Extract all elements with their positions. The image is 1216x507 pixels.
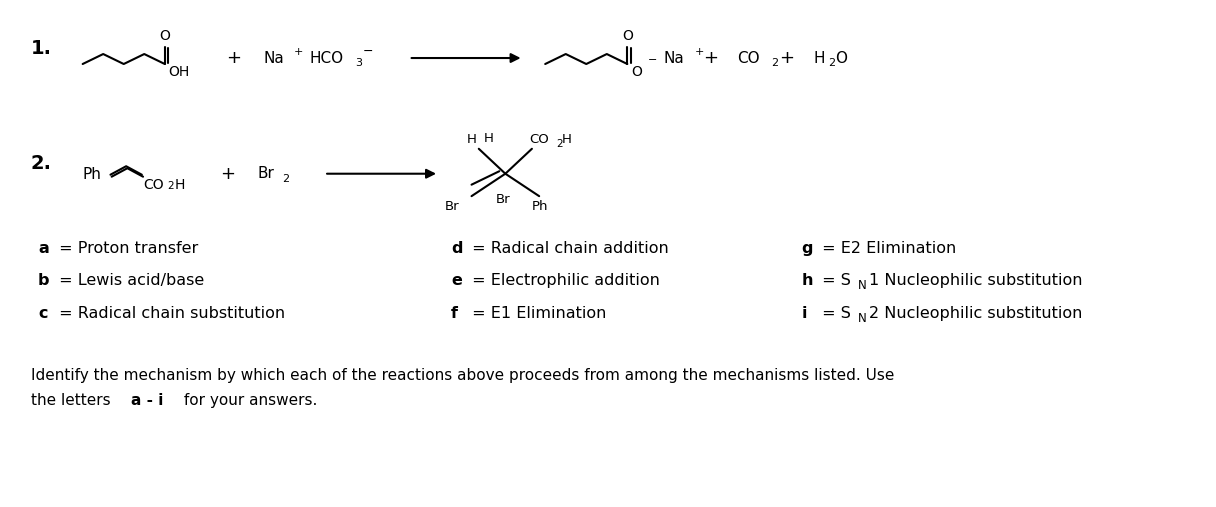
Text: 2: 2 bbox=[282, 174, 289, 184]
Text: = Radical chain substitution: = Radical chain substitution bbox=[54, 306, 285, 321]
Text: = Electrophilic addition: = Electrophilic addition bbox=[467, 273, 659, 288]
Text: 2: 2 bbox=[828, 58, 835, 68]
Text: Na: Na bbox=[264, 51, 285, 65]
Text: = E2 Elimination: = E2 Elimination bbox=[817, 241, 956, 256]
Text: a: a bbox=[38, 241, 49, 256]
Text: H: H bbox=[484, 132, 494, 146]
Text: N: N bbox=[858, 312, 867, 325]
Text: 2: 2 bbox=[556, 139, 563, 149]
Text: CO: CO bbox=[737, 51, 760, 65]
Text: = E1 Elimination: = E1 Elimination bbox=[467, 306, 606, 321]
Text: i: i bbox=[801, 306, 806, 321]
Text: O: O bbox=[159, 29, 170, 43]
Text: Na: Na bbox=[664, 51, 685, 65]
Text: 1 Nucleophilic substitution: 1 Nucleophilic substitution bbox=[869, 273, 1082, 288]
Text: = S: = S bbox=[817, 306, 851, 321]
Text: Ph: Ph bbox=[531, 200, 548, 212]
Text: 2 Nucleophilic substitution: 2 Nucleophilic substitution bbox=[869, 306, 1082, 321]
Text: 2: 2 bbox=[771, 58, 778, 68]
Text: = Radical chain addition: = Radical chain addition bbox=[467, 241, 669, 256]
Text: d: d bbox=[451, 241, 462, 256]
Text: HCO: HCO bbox=[310, 51, 344, 65]
Text: g: g bbox=[801, 241, 812, 256]
Text: Br: Br bbox=[258, 166, 275, 181]
Text: CO: CO bbox=[529, 133, 550, 147]
Text: Br: Br bbox=[496, 193, 511, 206]
Text: H: H bbox=[174, 177, 185, 192]
Text: 2.: 2. bbox=[30, 154, 52, 173]
Text: = Lewis acid/base: = Lewis acid/base bbox=[54, 273, 204, 288]
Text: 2: 2 bbox=[168, 180, 174, 191]
Text: +: + bbox=[696, 47, 704, 57]
Text: H: H bbox=[562, 133, 572, 147]
Text: e: e bbox=[451, 273, 462, 288]
Text: +: + bbox=[703, 49, 719, 67]
Text: Ph: Ph bbox=[83, 167, 102, 182]
Text: −: − bbox=[648, 55, 657, 65]
Text: +: + bbox=[220, 165, 235, 183]
Text: H: H bbox=[467, 133, 477, 147]
Text: Identify the mechanism by which each of the reactions above proceeds from among : Identify the mechanism by which each of … bbox=[30, 368, 894, 383]
Text: +: + bbox=[226, 49, 241, 67]
Text: = Proton transfer: = Proton transfer bbox=[54, 241, 198, 256]
Text: OH: OH bbox=[168, 65, 190, 79]
Text: O: O bbox=[631, 65, 642, 79]
Text: N: N bbox=[858, 279, 867, 293]
Text: CO: CO bbox=[143, 177, 164, 192]
Text: for your answers.: for your answers. bbox=[179, 393, 317, 408]
Text: b: b bbox=[38, 273, 50, 288]
Text: 1.: 1. bbox=[30, 39, 52, 58]
Text: +: + bbox=[779, 49, 794, 67]
Text: +: + bbox=[294, 47, 303, 57]
Text: H: H bbox=[814, 51, 824, 65]
Text: a - i: a - i bbox=[131, 393, 163, 408]
Text: = S: = S bbox=[817, 273, 851, 288]
Text: −: − bbox=[362, 45, 373, 58]
Text: 3: 3 bbox=[355, 58, 362, 68]
Text: Br: Br bbox=[445, 200, 460, 212]
Text: c: c bbox=[38, 306, 47, 321]
Text: O: O bbox=[835, 51, 848, 65]
Text: f: f bbox=[451, 306, 458, 321]
Text: h: h bbox=[801, 273, 812, 288]
Text: O: O bbox=[621, 29, 632, 43]
Text: the letters: the letters bbox=[30, 393, 116, 408]
